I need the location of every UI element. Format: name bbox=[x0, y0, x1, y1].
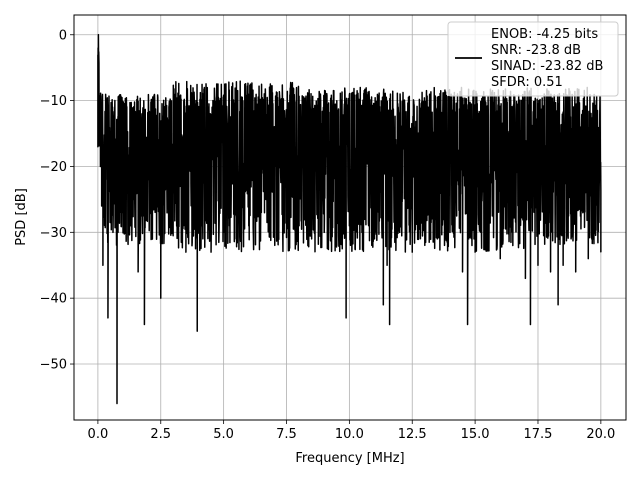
psd-data-point bbox=[389, 324, 391, 326]
x-tick-label: 12.5 bbox=[398, 427, 427, 442]
psd-data-point bbox=[374, 238, 376, 240]
y-axis-label: PSD [dB] bbox=[14, 188, 29, 246]
psd-data-point bbox=[537, 264, 539, 266]
psd-data-point bbox=[323, 231, 325, 233]
x-tick-label: 20.0 bbox=[586, 427, 615, 442]
psd-data-point bbox=[462, 271, 464, 273]
psd-data-point bbox=[562, 264, 564, 266]
y-tick-label: −10 bbox=[40, 94, 67, 109]
y-tick-label: −30 bbox=[40, 226, 67, 241]
psd-data-point bbox=[248, 225, 250, 227]
y-tick-label: −50 bbox=[40, 358, 67, 373]
psd-data-point bbox=[210, 251, 212, 253]
x-tick-label: 5.0 bbox=[213, 427, 234, 442]
legend-box bbox=[447, 21, 619, 97]
psd-data-point bbox=[116, 403, 118, 405]
psd-data-point bbox=[170, 225, 172, 227]
psd-data-point bbox=[361, 231, 363, 233]
psd-data-point bbox=[122, 198, 124, 200]
legend-entry-snr: SNR: -23.8 dB bbox=[491, 43, 581, 58]
psd-data-point bbox=[512, 244, 514, 246]
legend-entry-enob: ENOB: -4.25 bits bbox=[491, 27, 598, 42]
psd-data-point bbox=[286, 231, 288, 233]
psd-data-point bbox=[223, 231, 225, 233]
psd-data-point bbox=[587, 258, 589, 260]
psd-data-point bbox=[311, 238, 313, 240]
psd-data-point bbox=[524, 277, 526, 279]
psd-data-point bbox=[449, 231, 451, 233]
x-tick-label: 10.0 bbox=[335, 427, 364, 442]
psd-series-line bbox=[97, 34, 602, 405]
psd-data-point bbox=[529, 324, 531, 326]
psd-data-point bbox=[550, 271, 552, 273]
psd-data-point bbox=[436, 238, 438, 240]
psd-data-point bbox=[575, 271, 577, 273]
psd-data-point bbox=[160, 297, 162, 299]
psd-trace-layer bbox=[97, 34, 602, 405]
x-tick-label: 7.5 bbox=[276, 427, 297, 442]
psd-data-point bbox=[112, 231, 114, 233]
psd-data-point bbox=[336, 244, 338, 246]
psd-data-point bbox=[298, 225, 300, 227]
psd-data-point bbox=[260, 212, 262, 214]
psd-data-point bbox=[98, 60, 100, 62]
x-tick-label: 15.0 bbox=[461, 427, 490, 442]
x-tick-label: 2.5 bbox=[150, 427, 171, 442]
x-axis-label: Frequency [MHz] bbox=[295, 451, 404, 466]
psd-data-point bbox=[172, 192, 174, 194]
psd-data-point bbox=[345, 317, 347, 319]
x-tick-label: 0.0 bbox=[88, 427, 109, 442]
psd-data-point bbox=[102, 264, 104, 266]
y-tick-label: 0 bbox=[59, 28, 67, 43]
psd-data-point bbox=[273, 218, 275, 220]
y-tick-label: −20 bbox=[40, 160, 67, 175]
psd-data-point bbox=[99, 165, 101, 167]
psd-data-point bbox=[557, 304, 559, 306]
psd-data-point bbox=[114, 152, 116, 154]
psd-data-point bbox=[101, 205, 103, 207]
legend-entry-sfdr: SFDR: 0.51 bbox=[491, 75, 563, 90]
plot-frame bbox=[73, 14, 627, 421]
psd-data-point bbox=[411, 251, 413, 253]
psd-data-point bbox=[197, 179, 199, 181]
psd-data-point bbox=[382, 304, 384, 306]
x-axis: 0.0 2.5 5.0 7.5 10.0 12.5 15.0 17.5 20.0 bbox=[88, 420, 615, 442]
psd-data-point bbox=[117, 231, 119, 233]
psd-data-point bbox=[600, 251, 602, 253]
psd-data-point bbox=[185, 251, 187, 253]
psd-data-point bbox=[143, 324, 145, 326]
psd-data-point bbox=[97, 146, 99, 148]
psd-data-point bbox=[467, 324, 469, 326]
y-axis: 0 −10 −20 −30 −40 −50 bbox=[40, 28, 74, 373]
psd-data-point bbox=[196, 330, 198, 332]
y-tick-label: −40 bbox=[40, 292, 67, 307]
psd-data-point bbox=[109, 218, 111, 220]
psd-data-point bbox=[137, 271, 139, 273]
legend: ENOB: -4.25 bits SNR: -23.8 dB SINAD: -2… bbox=[447, 21, 619, 97]
psd-data-point bbox=[99, 113, 101, 115]
psd-data-point bbox=[97, 34, 99, 36]
psd-data-point bbox=[107, 317, 109, 319]
psd-data-point bbox=[499, 258, 501, 260]
psd-data-point bbox=[130, 225, 132, 227]
x-tick-label: 17.5 bbox=[524, 427, 553, 442]
legend-entry-sinad: SINAD: -23.82 dB bbox=[491, 59, 603, 74]
psd-data-point bbox=[474, 251, 476, 253]
psd-data-point bbox=[348, 225, 350, 227]
psd-data-point bbox=[487, 238, 489, 240]
psd-data-point bbox=[399, 231, 401, 233]
psd-data-point bbox=[235, 238, 237, 240]
psd-data-point bbox=[147, 179, 149, 181]
psd-data-point bbox=[104, 179, 106, 181]
psd-data-point bbox=[386, 264, 388, 266]
psd-data-point bbox=[424, 238, 426, 240]
